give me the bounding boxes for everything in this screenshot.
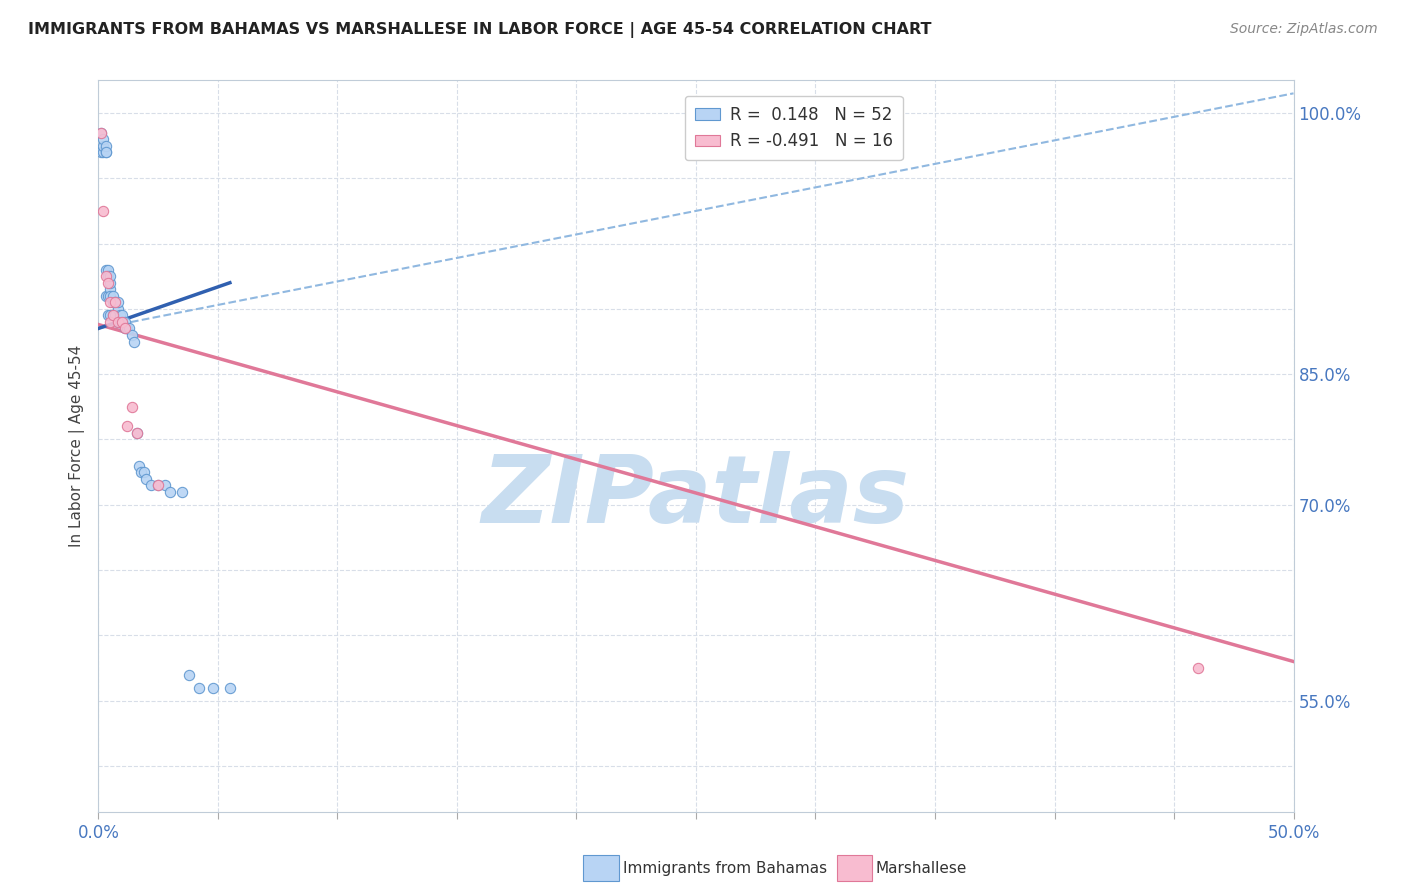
Point — [114, 315, 136, 329]
Point — [94, 145, 117, 160]
Point — [91, 138, 114, 153]
Point — [125, 425, 148, 440]
Point — [91, 203, 114, 218]
Point — [115, 321, 138, 335]
Point — [107, 295, 129, 310]
Text: ZIPatlas: ZIPatlas — [482, 451, 910, 543]
Point — [98, 309, 122, 323]
Point — [94, 138, 117, 153]
Point — [187, 681, 209, 695]
Point — [107, 315, 129, 329]
Point — [155, 478, 177, 492]
Point — [118, 321, 141, 335]
Point — [98, 289, 122, 303]
Point — [108, 315, 131, 329]
Y-axis label: In Labor Force | Age 45-54: In Labor Force | Age 45-54 — [69, 345, 86, 547]
Point — [132, 465, 155, 479]
Point — [111, 315, 134, 329]
Point — [179, 667, 201, 681]
Point — [115, 419, 138, 434]
Legend: R =  0.148   N = 52, R = -0.491   N = 16: R = 0.148 N = 52, R = -0.491 N = 16 — [685, 96, 903, 161]
Point — [148, 478, 170, 492]
Point — [121, 328, 143, 343]
Point — [148, 478, 170, 492]
Point — [98, 276, 122, 290]
Point — [125, 425, 148, 440]
Point — [101, 309, 124, 323]
Point — [97, 309, 120, 323]
Point — [90, 145, 112, 160]
Point — [128, 458, 150, 473]
Point — [90, 126, 112, 140]
Point — [104, 309, 127, 323]
Point — [90, 126, 112, 140]
Point — [94, 269, 117, 284]
Text: IMMIGRANTS FROM BAHAMAS VS MARSHALLESE IN LABOR FORCE | AGE 45-54 CORRELATION CH: IMMIGRANTS FROM BAHAMAS VS MARSHALLESE I… — [28, 22, 932, 38]
Point — [101, 295, 124, 310]
Point — [104, 295, 127, 310]
Point — [107, 301, 129, 316]
Point — [114, 321, 136, 335]
Point — [172, 484, 194, 499]
Text: Marshallese: Marshallese — [876, 862, 967, 876]
Point — [139, 478, 162, 492]
Point — [104, 295, 127, 310]
Point — [94, 145, 117, 160]
Text: Source: ZipAtlas.com: Source: ZipAtlas.com — [1230, 22, 1378, 37]
Point — [219, 681, 242, 695]
Point — [114, 321, 136, 335]
Point — [101, 295, 124, 310]
Point — [202, 681, 225, 695]
Point — [131, 465, 153, 479]
Point — [98, 315, 122, 329]
Point — [111, 315, 134, 329]
Point — [108, 309, 131, 323]
Point — [159, 484, 181, 499]
Point — [135, 472, 157, 486]
Point — [101, 289, 124, 303]
Point — [94, 262, 117, 277]
Point — [121, 400, 143, 414]
Point — [101, 309, 124, 323]
Point — [1187, 661, 1209, 675]
Text: Immigrants from Bahamas: Immigrants from Bahamas — [623, 862, 827, 876]
Point — [111, 309, 134, 323]
Point — [97, 269, 120, 284]
Point — [98, 295, 122, 310]
Point — [91, 132, 114, 146]
Point — [124, 334, 146, 349]
Point — [98, 269, 122, 284]
Point — [91, 145, 114, 160]
Point — [97, 262, 120, 277]
Point — [98, 282, 122, 296]
Point — [97, 276, 120, 290]
Point — [107, 315, 129, 329]
Point — [94, 289, 117, 303]
Point — [97, 289, 120, 303]
